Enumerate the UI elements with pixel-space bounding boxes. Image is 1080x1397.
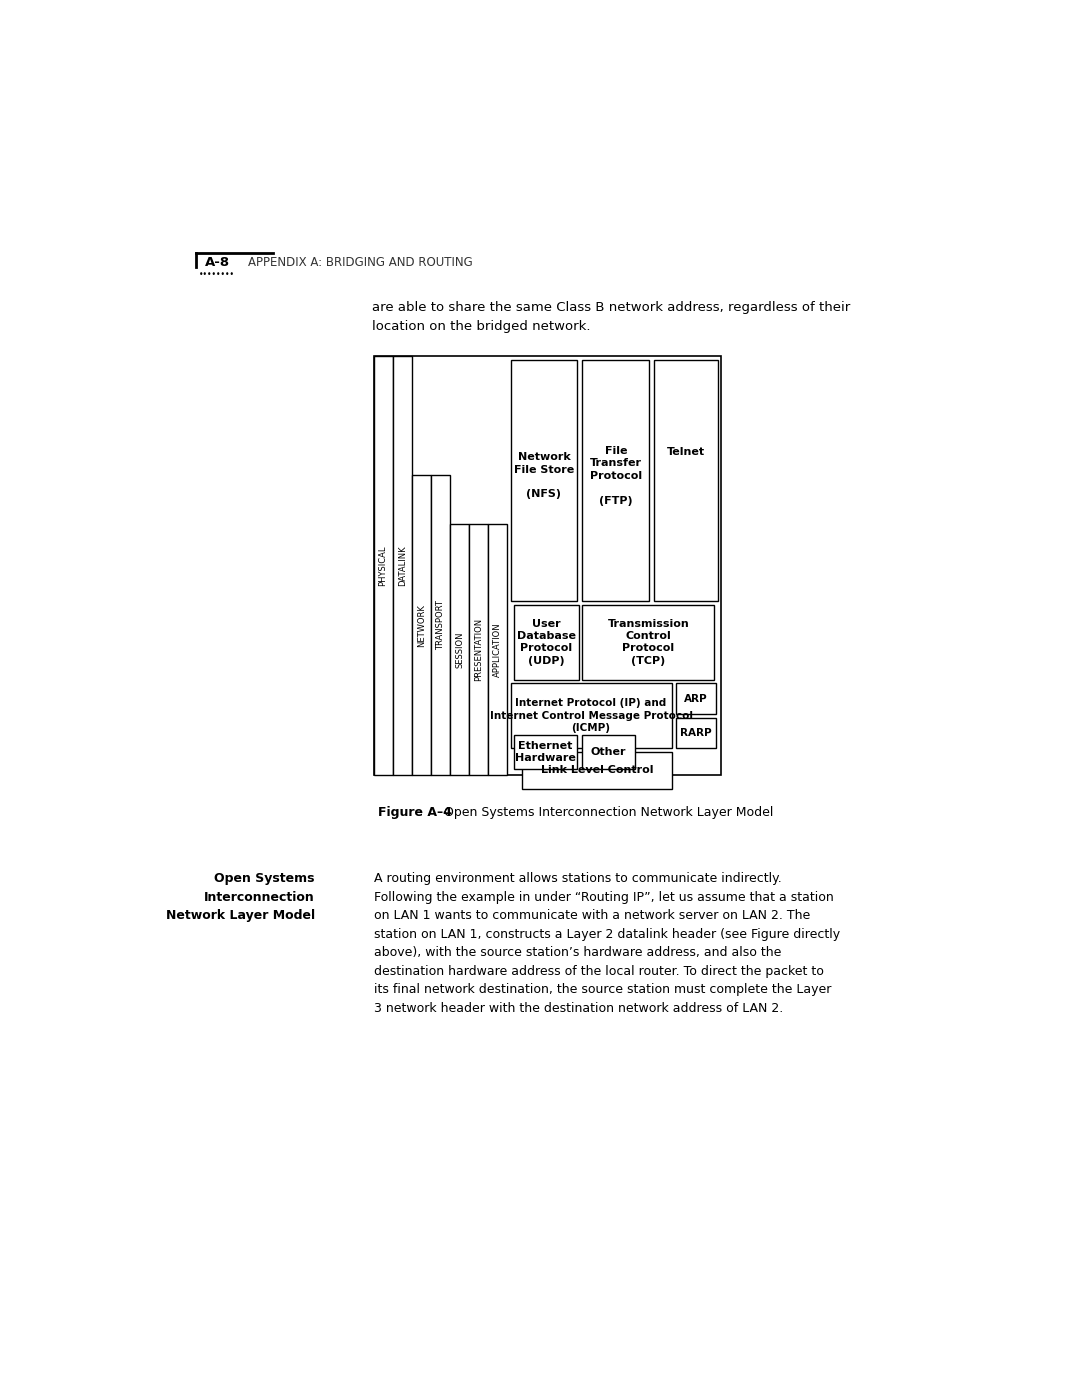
Text: File
Transfer
Protocol

(FTP): File Transfer Protocol (FTP)	[590, 446, 642, 506]
Bar	[431, 475, 450, 775]
Text: APPLICATION: APPLICATION	[494, 622, 502, 678]
Text: Telnet: Telnet	[666, 447, 705, 457]
Bar	[411, 475, 431, 775]
Text: NETWORK: NETWORK	[417, 604, 426, 647]
Bar	[374, 356, 720, 775]
Text: Other: Other	[591, 747, 626, 757]
Text: A-8: A-8	[204, 256, 230, 268]
Text: User
Database
Protocol
(UDP): User Database Protocol (UDP)	[517, 619, 576, 666]
Bar	[511, 683, 672, 749]
Text: Figure A–4: Figure A–4	[378, 806, 451, 819]
Bar	[511, 360, 578, 601]
Text: PHYSICAL: PHYSICAL	[379, 545, 388, 585]
Bar	[523, 752, 672, 789]
Text: DATALINK: DATALINK	[397, 545, 407, 585]
Text: Open Systems Interconnection Network Layer Model: Open Systems Interconnection Network Lay…	[432, 806, 773, 819]
Text: Link Level Control: Link Level Control	[541, 766, 653, 775]
Text: RARP: RARP	[680, 728, 712, 738]
Bar	[676, 718, 716, 749]
Bar	[654, 360, 717, 601]
Text: APPENDIX A: BRIDGING AND ROUTING: APPENDIX A: BRIDGING AND ROUTING	[248, 256, 473, 268]
Text: Network
File Store

(NFS): Network File Store (NFS)	[514, 453, 575, 500]
Bar	[582, 360, 649, 601]
Text: ••••••••: ••••••••	[199, 270, 234, 278]
Bar	[488, 524, 508, 775]
Text: Open Systems
Interconnection
Network Layer Model: Open Systems Interconnection Network Lay…	[166, 872, 315, 922]
Bar	[374, 356, 393, 775]
Text: Ethernet
Hardware: Ethernet Hardware	[515, 740, 576, 763]
Bar	[514, 605, 579, 680]
Text: A routing environment allows stations to communicate indirectly.
Following the e: A routing environment allows stations to…	[374, 872, 839, 1014]
Text: Transmission
Control
Protocol
(TCP): Transmission Control Protocol (TCP)	[607, 619, 689, 666]
Bar	[514, 735, 577, 768]
Bar	[582, 605, 714, 680]
Text: ARP: ARP	[684, 693, 707, 704]
Bar	[450, 524, 469, 775]
Text: SESSION: SESSION	[455, 631, 464, 668]
Bar	[469, 524, 488, 775]
Text: are able to share the same Class B network address, regardless of their
location: are able to share the same Class B netwo…	[372, 300, 850, 332]
Bar	[582, 735, 635, 768]
Text: TRANSPORT: TRANSPORT	[436, 601, 445, 651]
Bar	[676, 683, 716, 714]
Text: PRESENTATION: PRESENTATION	[474, 617, 483, 682]
Bar	[393, 356, 411, 775]
Text: Internet Protocol (IP) and
Internet Control Message Protocol
(ICMP): Internet Protocol (IP) and Internet Cont…	[489, 698, 692, 733]
